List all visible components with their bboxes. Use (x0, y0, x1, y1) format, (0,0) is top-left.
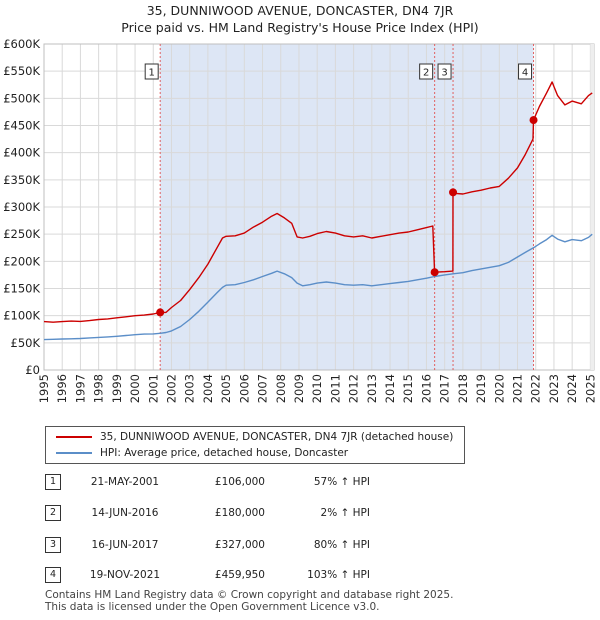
sale-point (529, 116, 538, 125)
x-tick-label: 2003 (183, 374, 197, 403)
hpi-line (43, 233, 593, 341)
sale-label: 1 (149, 68, 155, 79)
property-price-line (43, 81, 593, 323)
x-tick-label: 2000 (128, 374, 142, 403)
sale-number-badge: 1 (45, 474, 61, 490)
chart-subtitle-line: Price paid vs. HM Land Registry's House … (121, 20, 479, 35)
x-tick-label: 2009 (292, 374, 306, 403)
x-tick-label: 2010 (310, 374, 324, 403)
x-tick-label: 2014 (383, 374, 397, 403)
x-tick-label: 2006 (237, 374, 251, 403)
y-tick-label: £150K (3, 282, 40, 296)
sale-date: 19-NOV-2021 (89, 569, 161, 581)
x-tick-label: 2004 (201, 374, 215, 403)
sale-point (449, 188, 458, 197)
x-tick-label: 2007 (256, 374, 270, 403)
y-tick-label: £250K (3, 227, 40, 241)
sale-date: 21-MAY-2001 (90, 476, 160, 488)
sale-label-box (144, 63, 159, 80)
footer: Contains HM Land Registry data © Crown c… (45, 589, 453, 613)
x-tick-label: 1999 (110, 374, 124, 403)
footer-licence: This data is licensed under the Open Gov… (45, 601, 380, 613)
sale-number-badge: 3 (45, 537, 61, 553)
sale-label-box (437, 63, 452, 80)
sale-hpi-change: 2% ↑ HPI (320, 507, 370, 519)
x-tick-label: 2013 (365, 374, 379, 403)
legend-label-property: 35, DUNNIWOOD AVENUE, DONCASTER, DN4 7JR… (100, 431, 454, 443)
x-tick-label: 2008 (274, 374, 288, 403)
x-tick-label: 2019 (474, 374, 488, 403)
legend-swatch-hpi (56, 452, 92, 454)
x-tick-label: 2021 (511, 374, 525, 403)
footer-copyright: Contains HM Land Registry data © Crown c… (45, 589, 454, 601)
x-tick-label: 2015 (401, 374, 415, 403)
y-tick-label: £200K (3, 254, 40, 268)
x-tick-label: 2023 (547, 374, 561, 403)
y-tick-label: £350K (3, 173, 40, 187)
chart-title: 35, DUNNIWOOD AVENUE, DONCASTER, DN4 7JR… (0, 2, 600, 36)
x-tick-label: 2020 (492, 374, 506, 403)
y-tick-label: £400K (3, 146, 40, 160)
x-tick-label: 2022 (529, 374, 543, 403)
x-tick-label: 1995 (37, 374, 51, 403)
sale-point (156, 308, 165, 317)
sale-number-badge: 4 (45, 567, 61, 583)
x-tick-label: 1996 (55, 374, 69, 403)
x-tick-label: 2011 (328, 374, 342, 403)
sale-number-badge: 2 (45, 505, 61, 521)
sale-label-box (419, 63, 434, 80)
sale-point (430, 268, 439, 277)
sale-date: 14-JUN-2016 (91, 507, 159, 519)
legend-swatch-property (56, 436, 92, 438)
y-tick-label: £550K (3, 64, 40, 78)
sale-hpi-change: 80% ↑ HPI (313, 539, 370, 551)
future-region (590, 44, 594, 370)
sale-price: £106,000 (214, 476, 265, 488)
sale-price: £459,950 (214, 569, 265, 581)
sale-label-box (518, 63, 533, 80)
x-tick-label: 2017 (438, 374, 452, 403)
x-tick-label: 1997 (73, 374, 87, 403)
price-chart: 1 2 3 4 £0 £50K £100K £150K £200K £250K £300K £350K… (3, 37, 597, 403)
x-tick-label: 2001 (146, 374, 160, 403)
x-tick-label: 2016 (419, 374, 433, 403)
sale-price: £180,000 (214, 507, 265, 519)
y-tick-label: £600K (3, 37, 40, 51)
x-tick-label: 2025 (583, 374, 597, 403)
table-row: 4 19-NOV-2021 £459,950 103% ↑ HPI (0, 565, 600, 585)
x-tick-label: 2005 (219, 374, 233, 403)
x-tick-label: 2024 (565, 374, 579, 403)
chart-title-line: 35, DUNNIWOOD AVENUE, DONCASTER, DN4 7JR (146, 3, 454, 18)
x-tick-label: 2018 (456, 374, 470, 403)
y-tick-label: £450K (3, 119, 40, 133)
table-row: 2 14-JUN-2016 £180,000 2% ↑ HPI (0, 503, 600, 523)
y-tick-label: £0 (25, 363, 40, 377)
sale-label: 4 (522, 68, 528, 79)
sale-date: 16-JUN-2017 (91, 539, 159, 551)
table-row: 1 21-MAY-2001 £106,000 57% ↑ HPI (0, 472, 600, 492)
sale-price: £327,000 (214, 539, 265, 551)
table-row: 3 16-JUN-2017 £327,000 80% ↑ HPI (0, 535, 600, 555)
y-tick-label: £100K (3, 309, 40, 323)
x-tick-label: 2012 (347, 374, 361, 403)
sale-label: 2 (423, 68, 429, 79)
y-tick-label: £300K (3, 200, 40, 214)
x-tick-label: 1998 (92, 374, 106, 403)
x-tick-label: 2002 (164, 374, 178, 403)
legend: 35, DUNNIWOOD AVENUE, DONCASTER, DN4 7JR… (45, 426, 465, 464)
legend-label-hpi: HPI: Average price, detached house, Donc… (100, 447, 349, 459)
sale-hpi-change: 57% ↑ HPI (313, 476, 370, 488)
y-tick-label: £500K (3, 91, 40, 105)
sale-hpi-change: 103% ↑ HPI (307, 569, 370, 581)
sale-label: 3 (441, 68, 447, 79)
y-tick-label: £50K (11, 336, 41, 350)
